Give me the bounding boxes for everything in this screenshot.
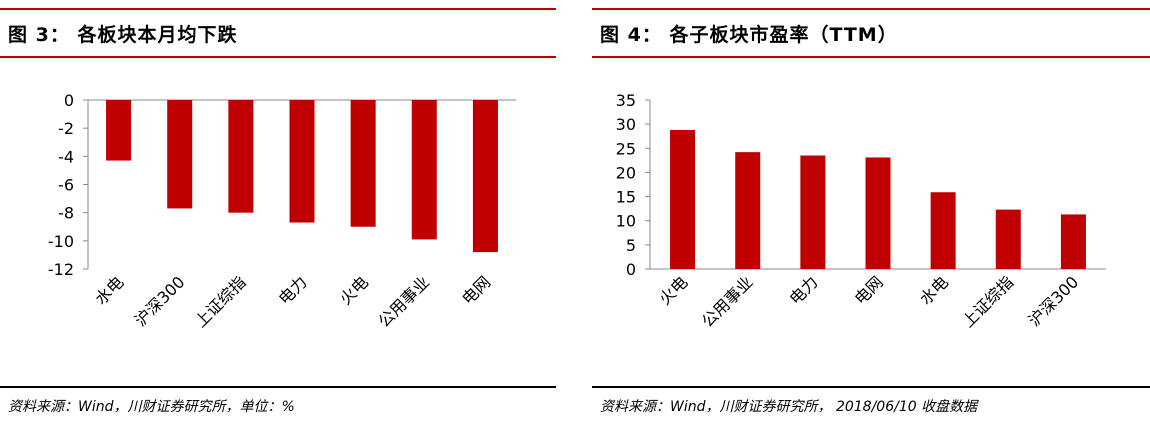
bar-火电 <box>670 129 696 269</box>
figure-3-title: 图 3： 各板块本月均下跌 <box>8 24 238 46</box>
bar-电力 <box>289 100 315 223</box>
x-category-label: 上证综指 <box>191 272 250 331</box>
x-category-label: 电网 <box>458 272 494 308</box>
y-tick-label: -4 <box>58 147 74 166</box>
y-tick-label: 10 <box>616 212 636 231</box>
bar-水电 <box>106 100 132 161</box>
x-category-label: 公用事业 <box>374 272 433 331</box>
x-category-label: 电力 <box>786 272 822 308</box>
x-category-label: 火电 <box>655 272 691 308</box>
bar-上证综指 <box>228 100 254 213</box>
x-category-label: 上证综指 <box>958 272 1017 331</box>
bar-电力 <box>800 155 826 269</box>
x-category-label: 沪深300 <box>131 272 189 330</box>
y-tick-label: 15 <box>616 188 636 207</box>
x-category-label: 电网 <box>851 272 887 308</box>
bar-公用事业 <box>735 152 761 269</box>
figure-4-bar-chart: 0 5 10 15 20 25 30 35 火电 公用事业 电力 电网 水电 上证综指 沪深300 <box>616 91 1106 331</box>
figure-3-source: 资料来源：Wind，川财证券研究所，单位：% <box>8 399 295 415</box>
bar-沪深300 <box>1060 214 1086 269</box>
bar-火电 <box>350 100 376 227</box>
x-category-label: 水电 <box>91 272 127 308</box>
bar-沪深300 <box>167 100 193 209</box>
figure-3-bar-chart: 0 -2 -4 -6 -8 -10 -12 水电 沪深300 上证综指 电力 火电 公用事业 电网 <box>48 91 516 331</box>
bar-上证综指 <box>995 209 1021 269</box>
figure-3-title-bar: 图 3： 各板块本月均下跌 <box>0 8 556 58</box>
y-tick-label: -8 <box>58 204 74 223</box>
y-tick-label: 35 <box>616 91 636 110</box>
x-category-label: 公用事业 <box>698 272 757 331</box>
y-tick-label: 30 <box>616 115 636 134</box>
y-tick-label: -6 <box>58 176 74 195</box>
figure-4-title: 图 4： 各子板块市盈率（TTM） <box>600 24 898 46</box>
figure-3-source-bar: 资料来源：Wind，川财证券研究所，单位：% <box>0 386 556 422</box>
x-category-label: 水电 <box>916 272 952 308</box>
figure-4-source-bar: 资料来源：Wind，川财证券研究所， 2018/06/10 收盘数据 <box>592 386 1150 422</box>
bar-电网 <box>865 157 891 269</box>
x-category-label: 沪深300 <box>1025 272 1083 330</box>
y-tick-label: 0 <box>626 260 636 279</box>
y-tick-label: 20 <box>616 163 636 182</box>
x-category-label: 电力 <box>275 272 311 308</box>
y-tick-label: -12 <box>48 260 74 279</box>
bar-电网 <box>472 100 498 253</box>
bar-水电 <box>930 192 956 269</box>
y-tick-label: -2 <box>58 119 74 138</box>
y-tick-label: 0 <box>64 91 74 110</box>
x-category-label: 火电 <box>336 272 372 308</box>
y-tick-label: 25 <box>616 139 636 158</box>
figure-4-source: 资料来源：Wind，川财证券研究所， 2018/06/10 收盘数据 <box>600 399 978 415</box>
bar-公用事业 <box>411 100 437 240</box>
y-tick-label: -10 <box>48 232 74 251</box>
figure-4-panel: 图 4： 各子板块市盈率（TTM） 0 5 10 15 20 25 30 35 火电 公用事业 电力… <box>592 0 1150 429</box>
y-tick-label: 5 <box>626 236 636 255</box>
figure-4-title-bar: 图 4： 各子板块市盈率（TTM） <box>592 8 1150 58</box>
figure-3-panel: 图 3： 各板块本月均下跌 0 -2 -4 -6 -8 -10 -12 水电 沪深300 上证综指… <box>0 0 556 429</box>
